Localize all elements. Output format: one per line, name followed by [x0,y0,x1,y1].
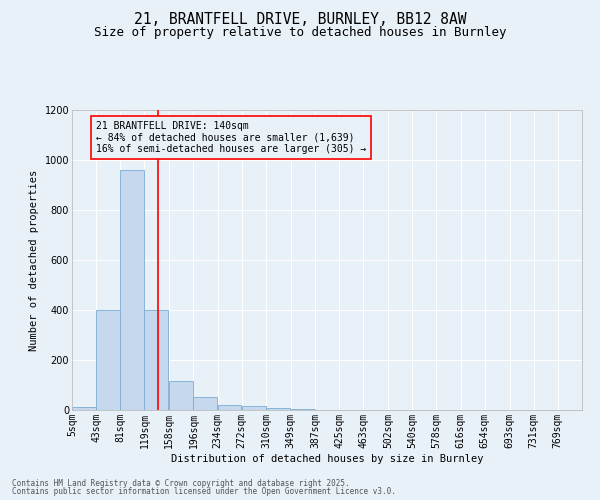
Bar [291,409,314,410]
Text: Contains HM Land Registry data © Crown copyright and database right 2025.: Contains HM Land Registry data © Crown c… [12,478,350,488]
Bar [169,381,193,410]
Y-axis label: Number of detached properties: Number of detached properties [29,170,39,350]
Bar [242,406,266,410]
Bar [218,404,241,410]
X-axis label: Distribution of detached houses by size in Burnley: Distribution of detached houses by size … [171,454,483,464]
Text: Contains public sector information licensed under the Open Government Licence v3: Contains public sector information licen… [12,487,396,496]
Bar [121,170,144,410]
Text: 21, BRANTFELL DRIVE, BURNLEY, BB12 8AW: 21, BRANTFELL DRIVE, BURNLEY, BB12 8AW [134,12,466,28]
Text: Size of property relative to detached houses in Burnley: Size of property relative to detached ho… [94,26,506,39]
Bar [145,310,169,410]
Bar [193,397,217,410]
Text: 21 BRANTFELL DRIVE: 140sqm
← 84% of detached houses are smaller (1,639)
16% of s: 21 BRANTFELL DRIVE: 140sqm ← 84% of deta… [96,121,367,154]
Bar [96,310,120,410]
Bar [72,407,96,410]
Bar [266,408,290,410]
